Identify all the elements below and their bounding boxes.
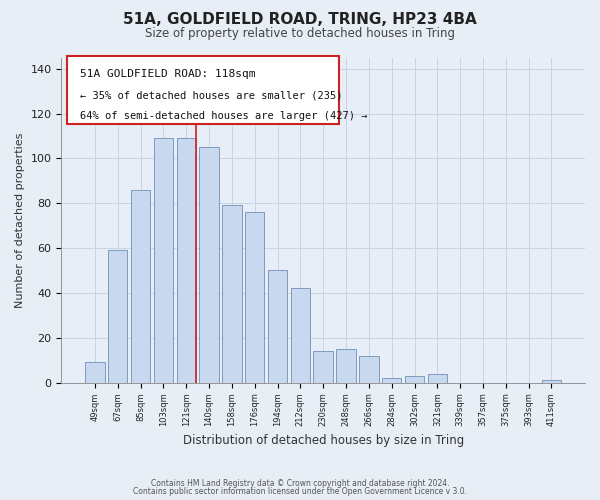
Bar (222, 206, 242, 382)
Text: Contains public sector information licensed under the Open Government Licence v : Contains public sector information licen… (133, 487, 467, 496)
Bar (313, 351, 333, 382)
Text: Size of property relative to detached houses in Tring: Size of property relative to detached ho… (145, 28, 455, 40)
Text: 64% of semi-detached houses are larger (427) →: 64% of semi-detached houses are larger (… (80, 111, 367, 121)
Bar (268, 270, 287, 382)
Bar (290, 288, 310, 382)
Bar (154, 138, 173, 382)
Text: Contains HM Land Registry data © Crown copyright and database right 2024.: Contains HM Land Registry data © Crown c… (151, 478, 449, 488)
Bar (359, 356, 379, 382)
Bar (108, 250, 127, 382)
Bar (85, 362, 104, 382)
Text: ← 35% of detached houses are smaller (235): ← 35% of detached houses are smaller (23… (80, 90, 342, 100)
Bar (245, 212, 265, 382)
Y-axis label: Number of detached properties: Number of detached properties (15, 132, 25, 308)
Bar (176, 138, 196, 382)
Bar (199, 147, 219, 382)
X-axis label: Distribution of detached houses by size in Tring: Distribution of detached houses by size … (182, 434, 464, 448)
Bar (337, 349, 356, 382)
Bar (542, 380, 561, 382)
Bar (428, 374, 447, 382)
Text: 51A GOLDFIELD ROAD: 118sqm: 51A GOLDFIELD ROAD: 118sqm (80, 69, 255, 79)
Bar (405, 376, 424, 382)
Text: 51A, GOLDFIELD ROAD, TRING, HP23 4BA: 51A, GOLDFIELD ROAD, TRING, HP23 4BA (123, 12, 477, 28)
Bar (131, 190, 150, 382)
FancyBboxPatch shape (67, 56, 339, 124)
Bar (382, 378, 401, 382)
